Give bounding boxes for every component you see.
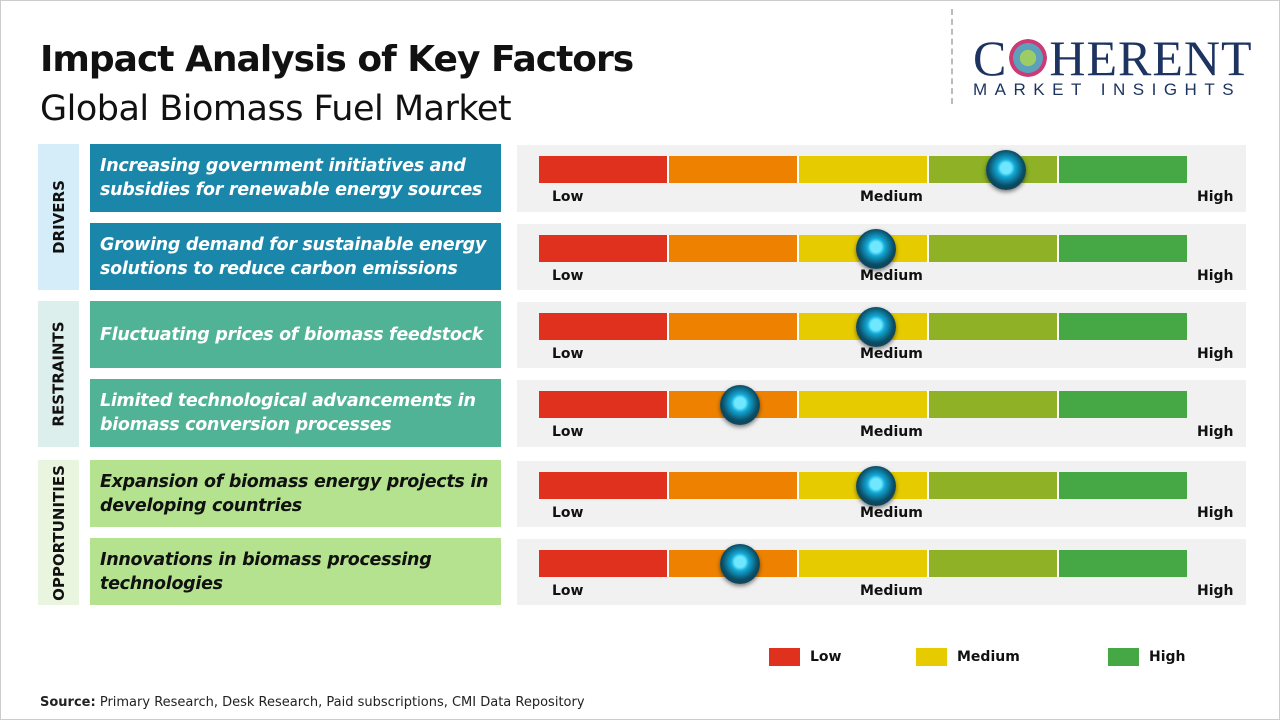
scale-medium: Medium [860, 583, 923, 599]
meter-segment [1059, 550, 1187, 577]
meter-segment [1059, 156, 1187, 183]
meter-bar [539, 550, 1187, 577]
factor-label: Growing demand for sustainable energy so… [90, 223, 501, 290]
meter-segment [539, 550, 669, 577]
meter-segment [929, 313, 1059, 340]
meter-segment [539, 313, 669, 340]
impact-meter: Low Medium High [517, 145, 1246, 212]
impact-indicator-knob [719, 544, 760, 584]
scale-low: Low [552, 268, 584, 284]
section-label-restraints: RESTRAINTS [38, 301, 79, 447]
factor-label: Expansion of biomass energy projects in … [90, 460, 501, 527]
scale-low: Low [552, 189, 584, 205]
scale-medium: Medium [860, 424, 923, 440]
legend-low: Low [769, 648, 841, 666]
impact-indicator-knob [855, 307, 896, 347]
impact-meter: Low Medium High [517, 539, 1246, 605]
scale-low: Low [552, 424, 584, 440]
meter-segment [669, 313, 799, 340]
scale-high: High [1197, 268, 1234, 284]
impact-meter: Low Medium High [517, 302, 1246, 368]
impact-meter: Low Medium High [517, 461, 1246, 527]
factor-label: Increasing government initiatives and su… [90, 144, 501, 212]
impact-indicator-knob [855, 466, 896, 506]
legend-label: Medium [957, 649, 1020, 665]
meter-bar [539, 391, 1187, 418]
company-logo: C HERENT MARKET INSIGHTS [951, 9, 1271, 104]
legend-swatch-medium [916, 648, 947, 666]
legend-swatch-low [769, 648, 800, 666]
factor-label: Limited technological advancements in bi… [90, 379, 501, 447]
scale-low: Low [552, 505, 584, 521]
impact-indicator-knob [985, 150, 1026, 190]
source-note: Source: Primary Research, Desk Research,… [40, 695, 585, 710]
meter-segment [539, 472, 669, 499]
impact-meter: Low Medium High [517, 224, 1246, 290]
section-label-opportunities: OPPORTUNITIES [38, 460, 79, 605]
meter-segment [929, 550, 1059, 577]
meter-bar [539, 156, 1187, 183]
factor-label: Fluctuating prices of biomass feedstock [90, 301, 501, 368]
logo-tagline: MARKET INSIGHTS [973, 80, 1242, 99]
scale-high: High [1197, 424, 1234, 440]
meter-segment [929, 235, 1059, 262]
meter-segment [539, 156, 669, 183]
legend-swatch-high [1108, 648, 1139, 666]
scale-medium: Medium [860, 189, 923, 205]
section-label-text: RESTRAINTS [49, 321, 68, 427]
meter-segment [1059, 391, 1187, 418]
impact-indicator-knob [855, 229, 896, 269]
scale-medium: Medium [860, 346, 923, 362]
meter-segment [1059, 472, 1187, 499]
meter-segment [799, 550, 929, 577]
source-text: Primary Research, Desk Research, Paid su… [99, 695, 585, 710]
impact-indicator-knob [719, 385, 760, 425]
globe-icon [1009, 39, 1048, 77]
meter-segment [539, 235, 669, 262]
legend-high: High [1108, 648, 1186, 666]
meter-segment [539, 391, 669, 418]
legend-label: Low [810, 649, 842, 665]
meter-segment [1059, 235, 1187, 262]
meter-segment [1059, 313, 1187, 340]
scale-high: High [1197, 346, 1234, 362]
source-label: Source: [40, 695, 96, 710]
scale-high: High [1197, 583, 1234, 599]
section-label-drivers: DRIVERS [38, 144, 79, 290]
page-subtitle: Global Biomass Fuel Market [40, 89, 512, 129]
meter-segment [669, 156, 799, 183]
meter-segment [669, 472, 799, 499]
scale-low: Low [552, 346, 584, 362]
scale-medium: Medium [860, 505, 923, 521]
meter-bar [539, 313, 1187, 340]
meter-segment [799, 391, 929, 418]
logo-wordmark: C HERENT [973, 30, 1253, 86]
section-label-text: DRIVERS [49, 180, 68, 254]
legend-label: High [1149, 649, 1186, 665]
page-title: Impact Analysis of Key Factors [40, 39, 634, 80]
scale-high: High [1197, 505, 1234, 521]
meter-segment [929, 391, 1059, 418]
scale-low: Low [552, 583, 584, 599]
factor-label: Innovations in biomass processing techno… [90, 538, 501, 605]
scale-medium: Medium [860, 268, 923, 284]
legend-medium: Medium [916, 648, 1020, 666]
meter-segment [669, 235, 799, 262]
impact-meter: Low Medium High [517, 380, 1246, 447]
scale-high: High [1197, 189, 1234, 205]
section-label-text: OPPORTUNITIES [49, 464, 68, 601]
meter-segment [799, 156, 929, 183]
meter-segment [929, 472, 1059, 499]
